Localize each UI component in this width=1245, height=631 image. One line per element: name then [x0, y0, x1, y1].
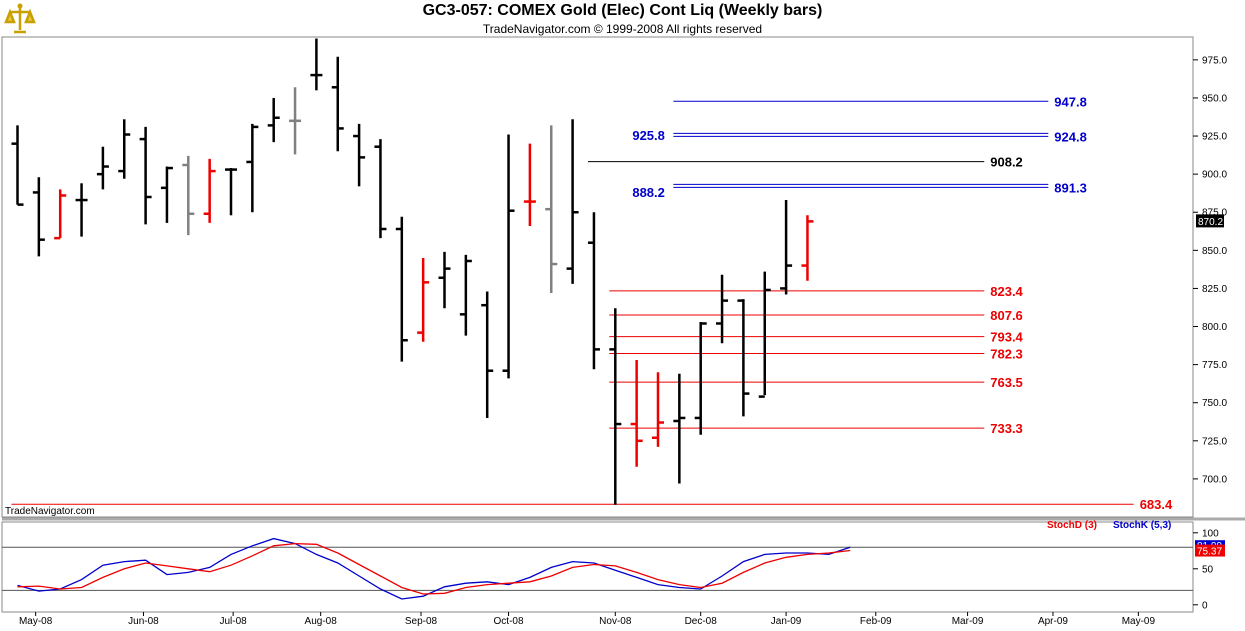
x-axis-label: Aug-08: [305, 616, 338, 627]
level-label: 782.3: [990, 346, 1023, 361]
x-axis-label: Mar-09: [952, 616, 984, 627]
level-label: 793.4: [990, 330, 1023, 345]
price-axis-label: 925.0: [1202, 132, 1227, 143]
watermark-text: TradeNavigator.com: [5, 506, 95, 517]
legend-stochd: StochD (3): [1047, 520, 1097, 531]
x-axis-label: Dec-08: [685, 616, 718, 627]
legend-stochk: StochK (5,3): [1113, 520, 1172, 531]
x-axis-label: May-08: [19, 616, 53, 627]
trade-navigator-logo-icon: [4, 2, 36, 36]
oscillator-panel-frame: [1, 521, 1194, 613]
oscillator-axis-label: 50: [1202, 564, 1214, 575]
oscillator-axis-label: 0: [1202, 600, 1208, 611]
level-label: 888.2: [632, 185, 665, 200]
level-label: 823.4: [990, 284, 1023, 299]
stochd-last-marker: [1195, 544, 1225, 557]
stochastic-line: [17, 537, 851, 600]
price-axis-label: 750.0: [1202, 398, 1227, 409]
x-axis-label: Nov-08: [599, 616, 632, 627]
last-price-marker: [1196, 214, 1224, 228]
x-axis-label: Jul-08: [220, 616, 248, 627]
level-label: 891.3: [1054, 180, 1087, 195]
price-axis-label: 900.0: [1202, 170, 1227, 181]
level-label: 908.2: [990, 155, 1023, 170]
level-label: 683.4: [1140, 497, 1173, 512]
x-axis-label: Oct-08: [494, 616, 524, 627]
price-axis-label: 975.0: [1202, 55, 1227, 66]
price-axis-label: 850.0: [1202, 246, 1227, 257]
price-axis-label: 775.0: [1202, 360, 1227, 371]
level-label: 807.6: [990, 308, 1023, 323]
price-axis-label: 700.0: [1202, 474, 1227, 485]
chart-subtitle: TradeNavigator.com © 1999-2008 All right…: [482, 22, 763, 36]
x-axis-label: Apr-09: [1038, 616, 1068, 627]
price-axis-label: 825.0: [1202, 284, 1227, 295]
price-axis-label: 875.0: [1202, 208, 1227, 219]
last-price-label: 870.2: [1198, 217, 1223, 228]
price-panel-frame: [1, 36, 1194, 518]
stochastic-line: [17, 542, 851, 595]
x-axis-label: Jun-08: [128, 616, 159, 627]
price-axis-label: 950.0: [1202, 93, 1227, 104]
oscillator-axis-label: 100: [1202, 528, 1219, 539]
price-axis-label: 725.0: [1202, 436, 1227, 447]
x-axis-label: Jan-09: [771, 616, 802, 627]
x-axis-label: Sep-08: [405, 616, 438, 627]
x-axis-label: Feb-09: [860, 616, 892, 627]
level-label: 947.8: [1054, 94, 1087, 109]
level-label: 925.8: [632, 128, 665, 143]
x-axis-label: May-09: [1122, 616, 1156, 627]
stochd-last-label: 75.37: [1197, 547, 1222, 558]
level-label: 733.3: [990, 421, 1023, 436]
chart-title: GC3-057: COMEX Gold (Elec) Cont Liq (Wee…: [422, 2, 823, 19]
price-axis-label: 800.0: [1202, 322, 1227, 333]
level-label: 924.8: [1054, 129, 1087, 144]
level-label: 763.5: [990, 375, 1023, 390]
